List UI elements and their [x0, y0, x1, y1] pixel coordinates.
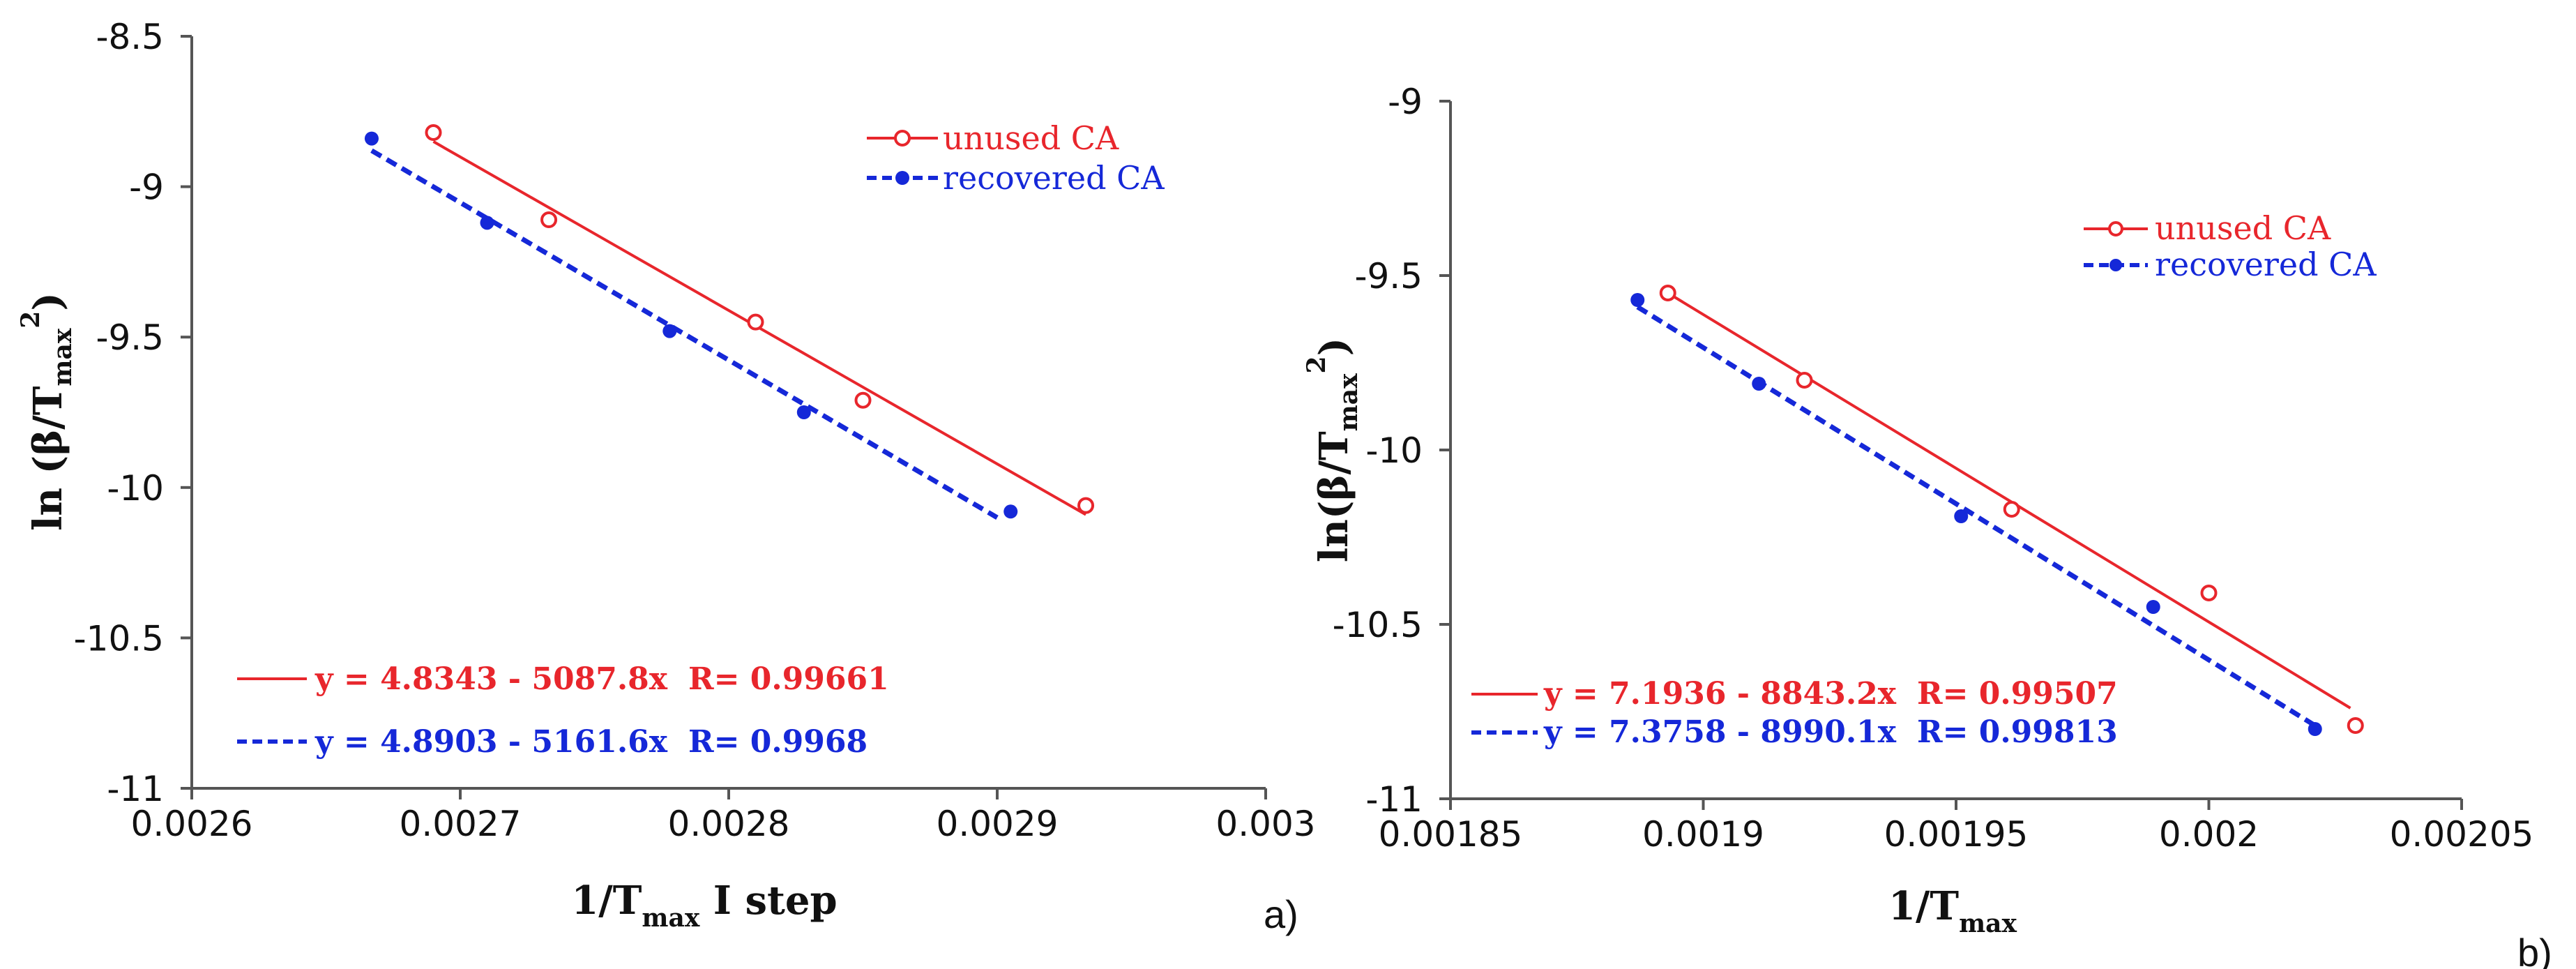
- panel-b-point-recovered-ca: [1752, 377, 1766, 391]
- panel-b-point-recovered-ca: [1630, 293, 1645, 307]
- panel-b-fit-lines: [1636, 292, 2351, 728]
- panel-b-ticks: 0.00185 0.0019 0.00195 0.002 0.00205 -11 -10.5…: [1333, 82, 2534, 855]
- panel-b-eq-recovered: y = 7.3758 - 8990.1x R= 0.99813: [1471, 714, 2118, 750]
- panel-a-legend-unused-label: unused CA: [943, 119, 1119, 157]
- panel-b-eq-unused: y = 7.1936 - 8843.2x R= 0.99507: [1471, 676, 2118, 712]
- panel-b-y-tick-label: -11: [1365, 779, 1423, 820]
- panel-b-y-tick-label: -9: [1388, 82, 1423, 122]
- panel-a-point-recovered-ca: [364, 131, 379, 146]
- panel-a-legend: unused CA recovered CA: [867, 119, 1165, 197]
- panel-a-y-axis-title: ln (β/Tmax2): [16, 292, 77, 531]
- panel-a-fit-lines: [370, 140, 1087, 520]
- panel-b-point-unused-ca: [1796, 372, 1813, 389]
- panel-a-legend-unused: unused CA: [867, 119, 1119, 157]
- panel-a-y-tick-label: -8.5: [96, 17, 164, 57]
- panel-b-x-axis-title: 1/Tmax: [1888, 883, 2017, 938]
- panel-b-eq-recovered-text: y = 7.3758 - 8990.1x R= 0.99813: [1543, 714, 2118, 750]
- panel-a-point-recovered-ca: [662, 324, 677, 338]
- panel-b-y-tick-label: -9.5: [1354, 256, 1423, 296]
- panel-a-point-recovered-ca: [1003, 504, 1018, 519]
- panel-a-points: [364, 123, 1095, 519]
- panel-b-legend-unused: unused CA: [2084, 209, 2331, 247]
- panel-a-point-recovered-ca: [796, 405, 811, 419]
- panel-b-x-tick-label: 0.0019: [1642, 814, 1764, 855]
- panel-b-legend-recovered: recovered CA: [2084, 246, 2377, 283]
- panel-a-x-tick-label: 0.0029: [937, 804, 1059, 844]
- panel-b: 0.00185 0.0019 0.00195 0.002 0.00205 -11 -10.5…: [1302, 82, 2552, 969]
- panel-a-ticks: 0.0026 0.0027 0.0028 0.0029 0.003 -11 -10.5 -10…: [74, 17, 1316, 844]
- panel-b-point-unused-ca: [2200, 585, 2218, 601]
- panel-a-point-unused-ca: [540, 211, 558, 229]
- panel-b-point-unused-ca: [1659, 285, 1676, 301]
- panel-b-point-recovered-ca: [1954, 509, 1969, 523]
- panel-b-y-tick-label: -10: [1365, 430, 1423, 471]
- panel-b-point-unused-ca: [2003, 501, 2020, 518]
- panel-a-point-unused-ca: [425, 123, 442, 141]
- panel-b-x-tick-label: 0.00195: [1884, 814, 2029, 855]
- panel-a-eq-unused-text: y = 4.8343 - 5087.8x R= 0.99661: [315, 661, 889, 697]
- panel-a-eq-unused: y = 4.8343 - 5087.8x R= 0.99661: [237, 661, 889, 697]
- panel-a-point-unused-ca: [1077, 497, 1095, 514]
- panel-a-x-tick-label: 0.0026: [131, 804, 253, 844]
- panel-a-point-unused-ca: [747, 313, 764, 331]
- panel-a-label: a): [1264, 892, 1298, 936]
- panel-a-y-tick-label: -10: [107, 468, 164, 509]
- panel-b-legend: unused CA recovered CA: [2084, 209, 2377, 283]
- panel-b-y-axis-title: ln(β/Tmax2): [1302, 338, 1363, 562]
- panel-a: 0.0026 0.0027 0.0028 0.0029 0.003 -11 -10.5 -10…: [16, 17, 1316, 936]
- panel-a-y-tick-label: -11: [107, 769, 164, 809]
- panel-b-x-tick-label: 0.002: [2159, 814, 2259, 855]
- panel-b-point-recovered-ca: [2146, 600, 2160, 614]
- panel-a-x-axis-title: 1/Tmax I step: [571, 878, 837, 933]
- panel-b-point-unused-ca: [2347, 717, 2364, 734]
- panel-b-label: b): [2517, 931, 2552, 969]
- panel-b-y-tick-label: -10.5: [1333, 605, 1423, 645]
- panel-a-fit-line-recovered-ca: [370, 148, 999, 520]
- panel-a-x-tick-label: 0.003: [1215, 804, 1315, 844]
- panel-b-fit-line-recovered-ca: [1636, 305, 2317, 728]
- panel-b-point-recovered-ca: [2308, 722, 2322, 736]
- panel-a-eq-recovered: y = 4.8903 - 5161.6x R= 0.9968: [237, 724, 867, 760]
- panel-a-eq-recovered-text: y = 4.8903 - 5161.6x R= 0.9968: [315, 724, 867, 760]
- panel-b-points: [1630, 285, 2364, 736]
- panel-a-y-tick-label: -9: [129, 167, 164, 208]
- panel-a-legend-recovered-label: recovered CA: [943, 159, 1165, 197]
- panel-b-x-tick-label: 0.00185: [1379, 814, 1523, 855]
- panel-a-equations: y = 4.8343 - 5087.8x R= 0.99661 y = 4.890…: [237, 661, 889, 760]
- panel-a-x-tick-label: 0.0028: [668, 804, 790, 844]
- panel-a-y-tick-label: -9.5: [96, 317, 164, 358]
- panel-a-y-tick-label: -10.5: [74, 618, 164, 659]
- panel-a-x-tick-label: 0.0027: [400, 804, 522, 844]
- panel-b-legend-recovered-label: recovered CA: [2155, 246, 2377, 283]
- panel-a-point-unused-ca: [854, 391, 872, 409]
- panel-b-x-tick-label: 0.00205: [2390, 814, 2534, 855]
- panel-a-legend-recovered: recovered CA: [867, 159, 1165, 197]
- panel-a-point-recovered-ca: [480, 216, 494, 230]
- panel-b-fit-line-unused-ca: [1667, 292, 2351, 709]
- panel-b-eq-unused-text: y = 7.1936 - 8843.2x R= 0.99507: [1543, 676, 2118, 712]
- panel-b-equations: y = 7.1936 - 8843.2x R= 0.99507 y = 7.375…: [1471, 676, 2118, 750]
- panel-b-legend-unused-label: unused CA: [2155, 209, 2331, 247]
